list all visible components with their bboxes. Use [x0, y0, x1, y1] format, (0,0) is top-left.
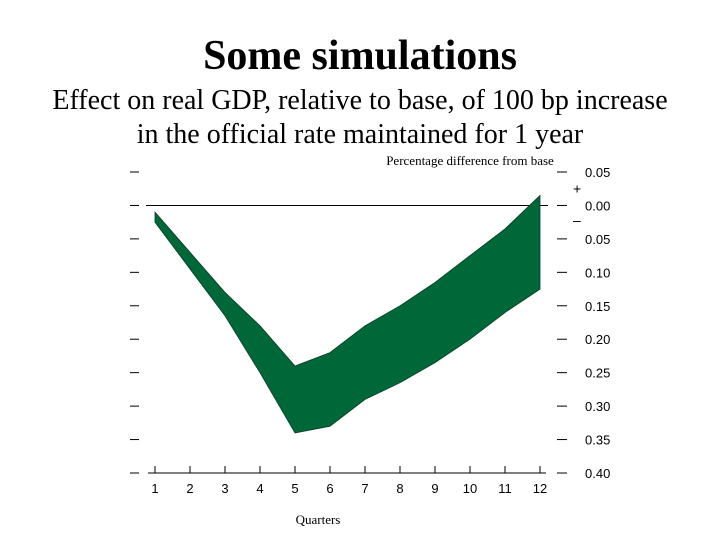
x-tick-label: 11: [498, 481, 512, 496]
negative-sign-label: –: [573, 212, 581, 228]
x-tick-label: 8: [396, 481, 403, 496]
x-tick-label: 10: [463, 481, 477, 496]
slide-subtitle: Effect on real GDP, relative to base, of…: [0, 84, 720, 152]
x-tick-label: 6: [326, 481, 333, 496]
x-tick-label: 1: [151, 481, 158, 496]
simulation-range-band: [154, 194, 541, 434]
y-axis-title: Percentage difference from base: [386, 153, 554, 168]
x-tick-label: 7: [361, 481, 368, 496]
slide-title: Some simulations: [203, 33, 517, 79]
y-tick-label: 0.10: [585, 265, 610, 280]
y-tick-label: 0.05: [585, 232, 610, 247]
subtitle-line-2: in the official rate maintained for 1 ye…: [136, 119, 584, 150]
y-tick-label: 0.00: [585, 198, 610, 213]
x-tick-label: 9: [431, 481, 438, 496]
x-axis-title: Quarters: [296, 512, 341, 527]
subtitle-line-1: Effect on real GDP, relative to base, of…: [52, 85, 668, 116]
x-tick-label: 5: [291, 481, 298, 496]
y-tick-label: 0.25: [585, 366, 610, 381]
y-tick-label: 0.20: [585, 332, 610, 347]
y-tick-label: 0.30: [585, 399, 610, 414]
y-tick-label: 0.40: [585, 466, 610, 481]
x-tick-label: 2: [186, 481, 193, 496]
x-tick-label: 4: [256, 481, 263, 496]
x-tick-label: 12: [533, 481, 547, 496]
positive-sign-label: +: [573, 181, 581, 197]
y-tick-label: 0.05: [585, 165, 610, 180]
x-tick-label: 3: [221, 481, 228, 496]
y-tick-label: 0.15: [585, 299, 610, 314]
y-tick-label: 0.35: [585, 433, 610, 448]
